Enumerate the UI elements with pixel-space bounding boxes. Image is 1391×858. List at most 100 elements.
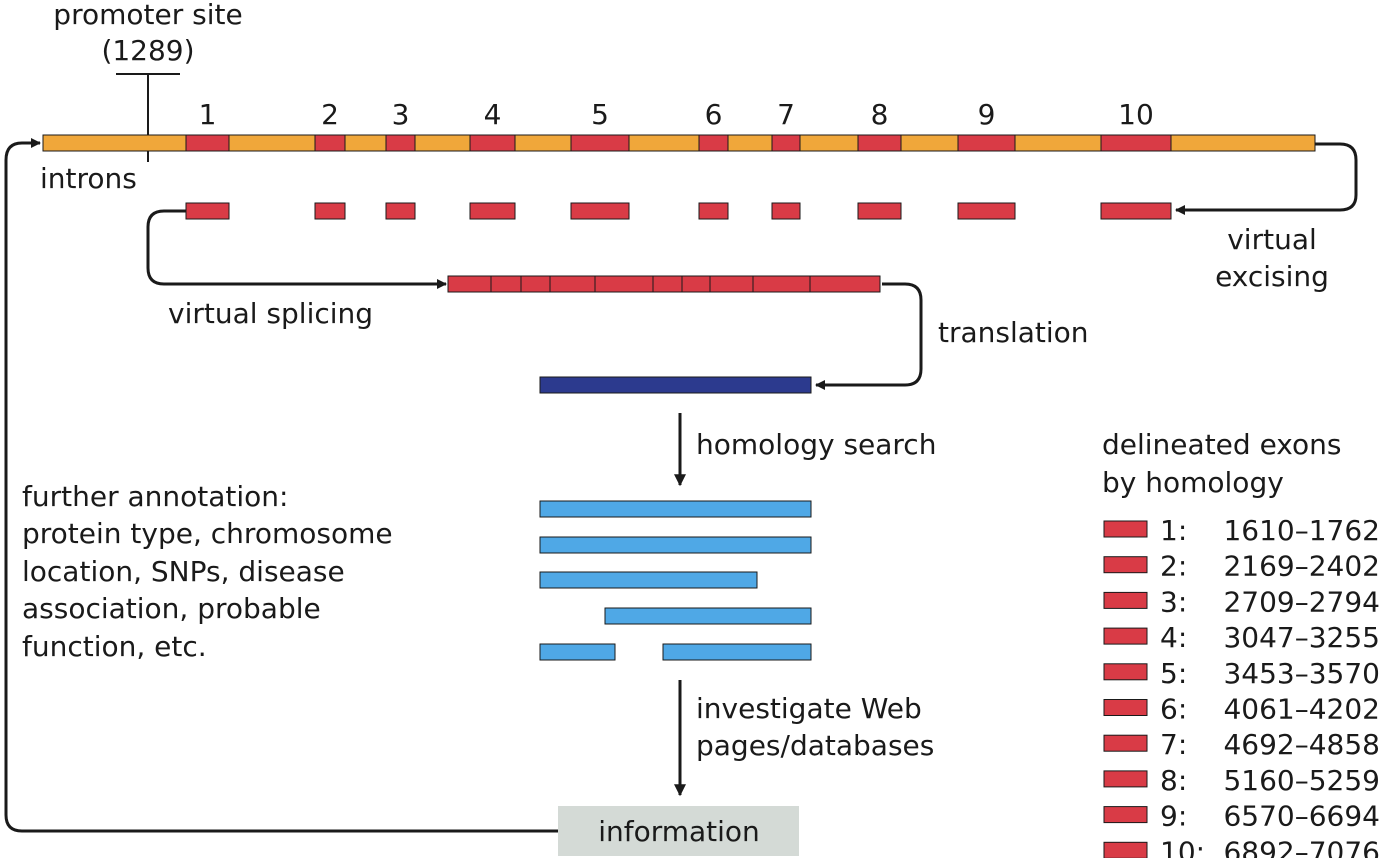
spliced-exon-block bbox=[520, 275, 551, 293]
legend-exon-number: 6: bbox=[1160, 693, 1187, 726]
legend-exon-range: 4061–4202 bbox=[1223, 693, 1380, 726]
homology-hit-bar bbox=[539, 500, 812, 518]
legend-exon-number: 3: bbox=[1160, 585, 1187, 618]
exon-block bbox=[570, 134, 630, 152]
excised-exon-block bbox=[314, 202, 346, 220]
excised-exons-row bbox=[185, 202, 1172, 220]
further-annotation-line: location, SNPs, disease bbox=[22, 555, 345, 588]
legend-swatch bbox=[1103, 627, 1148, 645]
gene-sequence-bar: 1 2 3 4 5 6 7 8 9 10 bbox=[42, 98, 1316, 152]
spliced-exon-block bbox=[447, 275, 492, 293]
legend-swatch bbox=[1103, 591, 1148, 609]
exon-legend: delineated exons by homology 1: 1610–1762… bbox=[1102, 428, 1380, 858]
legend-exon-range: 3453–3570 bbox=[1223, 657, 1380, 690]
legend-swatch bbox=[1103, 699, 1148, 716]
legend-swatch bbox=[1103, 520, 1148, 538]
exon-block bbox=[857, 134, 902, 152]
legend-swatch bbox=[1103, 663, 1148, 681]
virtual-splicing-arrow bbox=[146, 209, 447, 289]
excised-exon-block bbox=[698, 202, 729, 220]
spliced-exon-block bbox=[681, 275, 711, 293]
legend-exon-range: 2709–2794 bbox=[1223, 585, 1380, 618]
further-annotation-line: protein type, chromosome bbox=[22, 517, 393, 550]
spliced-exons-bar bbox=[447, 275, 881, 293]
spliced-exon-block bbox=[809, 275, 881, 293]
investigate-label-line1: investigate Web bbox=[696, 692, 922, 725]
information-label: information bbox=[598, 815, 760, 848]
exon-number-label: 2 bbox=[321, 98, 339, 131]
exon-block bbox=[314, 134, 346, 152]
virtual-splicing-label: virtual splicing bbox=[168, 297, 373, 330]
exon-block bbox=[385, 134, 416, 152]
exon-number-label: 5 bbox=[591, 98, 609, 131]
exon-block bbox=[469, 134, 516, 152]
homology-hit-bar bbox=[539, 571, 758, 589]
legend-swatch bbox=[1103, 841, 1148, 858]
investigate-label-line2: pages/databases bbox=[696, 729, 934, 762]
spliced-exon-block bbox=[652, 275, 683, 293]
legend-exon-number: 2: bbox=[1160, 550, 1187, 583]
exon-number-label: 1 bbox=[199, 98, 217, 131]
translation-label: translation bbox=[938, 316, 1089, 349]
excised-exon-block bbox=[857, 202, 902, 220]
exon-number-label: 4 bbox=[484, 98, 502, 131]
legend-exon-range: 3047–3255 bbox=[1223, 621, 1380, 654]
introns-label: introns bbox=[40, 162, 137, 195]
legend-exon-number: 4: bbox=[1160, 621, 1187, 654]
homology-hits bbox=[539, 500, 812, 661]
legend-exon-range: 6892–7076 bbox=[1223, 835, 1380, 858]
exon-block bbox=[1100, 134, 1172, 152]
legend-exon-number: 1: bbox=[1160, 514, 1187, 547]
feedback-loop-arrow bbox=[4, 138, 558, 833]
further-annotation-line: function, etc. bbox=[22, 630, 207, 663]
legend-items: 1: 1610–1762 2: 2169–2402 3: 2709–2794 4: 3047–… bbox=[1103, 514, 1380, 858]
homology-hit-bar bbox=[539, 536, 812, 554]
homology-hit-bar bbox=[662, 643, 812, 661]
exon-block bbox=[771, 134, 801, 152]
spliced-exon-block bbox=[594, 275, 654, 293]
spliced-exon-block bbox=[709, 275, 754, 293]
legend-swatch bbox=[1103, 806, 1148, 824]
excised-exon-block bbox=[570, 202, 630, 220]
spliced-exon-block bbox=[490, 275, 522, 293]
legend-swatch bbox=[1103, 556, 1148, 574]
further-annotation-text: further annotation: protein type, chromo… bbox=[22, 480, 393, 663]
exon-number-label: 7 bbox=[777, 98, 795, 131]
exon-block bbox=[185, 134, 230, 152]
excised-exon-block bbox=[469, 202, 516, 220]
legend-title-line2: by homology bbox=[1102, 466, 1284, 499]
promoter-site-label: promoter site bbox=[53, 0, 242, 31]
spliced-exon-block bbox=[549, 275, 596, 293]
legend-exon-number: 9: bbox=[1160, 800, 1187, 833]
excised-exon-block bbox=[957, 202, 1016, 220]
homology-search-label: homology search bbox=[696, 428, 936, 461]
homology-hit-bar bbox=[604, 607, 812, 625]
information-box bbox=[558, 806, 799, 856]
protein-sequence-bar bbox=[539, 376, 812, 394]
spliced-exon-block bbox=[752, 275, 811, 293]
homology-hit-bar bbox=[539, 643, 616, 661]
legend-exon-range: 4692–4858 bbox=[1223, 728, 1380, 761]
legend-exon-range: 2169–2402 bbox=[1223, 550, 1380, 583]
excised-exon-block bbox=[1100, 202, 1172, 220]
exon-number-label: 9 bbox=[978, 98, 996, 131]
promoter-position-label: (1289) bbox=[101, 34, 194, 67]
legend-exon-number: 7: bbox=[1160, 728, 1187, 761]
exon-number-label: 8 bbox=[871, 98, 889, 131]
translation-arrow bbox=[815, 282, 923, 390]
virtual-excising-arrow bbox=[1175, 142, 1358, 215]
exon-number-label: 6 bbox=[705, 98, 723, 131]
virtual-excising-label-line1: virtual bbox=[1227, 223, 1317, 256]
legend-exon-number: 5: bbox=[1160, 657, 1187, 690]
excised-exon-block bbox=[385, 202, 416, 220]
legend-exon-range: 5160–5259 bbox=[1223, 764, 1380, 797]
exon-number-label: 3 bbox=[392, 98, 410, 131]
virtual-excising-label-line2: excising bbox=[1215, 260, 1329, 293]
exon-number-label: 10 bbox=[1118, 98, 1154, 131]
excised-exon-block bbox=[185, 202, 230, 220]
legend-swatch bbox=[1103, 734, 1148, 752]
legend-exon-range: 6570–6694 bbox=[1223, 800, 1380, 833]
excised-exon-block bbox=[771, 202, 801, 220]
legend-swatch bbox=[1103, 770, 1148, 788]
